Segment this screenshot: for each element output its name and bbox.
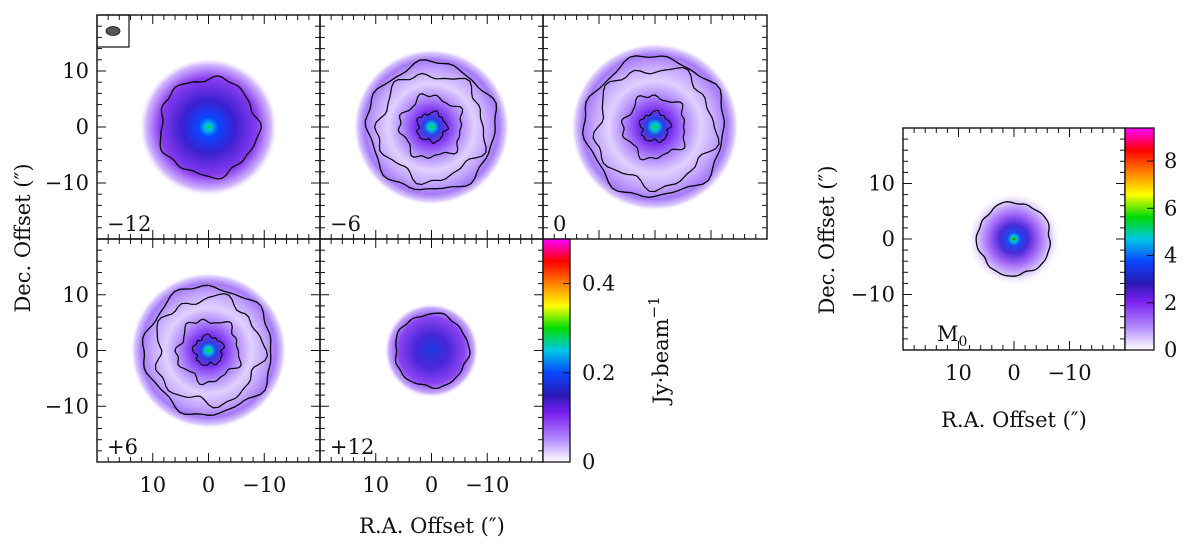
contour: [620, 94, 686, 161]
colorbar-tick-label: 0: [1164, 338, 1177, 362]
channel-panel: 10 0 −10 10 0 −10 M0: [851, 127, 1126, 385]
beam-box: [96, 14, 130, 48]
emission-map: [571, 43, 739, 211]
x-tick-label: 10: [362, 473, 389, 497]
y-tick-label: 0: [76, 115, 89, 139]
contour: [581, 55, 725, 199]
panel-label: −6: [330, 212, 361, 236]
channel-panel: −6: [319, 14, 544, 240]
contour: [394, 312, 471, 390]
colorbar-tick-label: 4: [1164, 244, 1177, 268]
y-tick-label: 10: [62, 59, 89, 83]
contour: [373, 72, 487, 186]
y-tick-label: 10: [62, 283, 89, 307]
y-axis-label: Dec. Offset (″): [11, 163, 35, 312]
y-tick-label: 10: [868, 172, 895, 196]
colorbar-label-sup: −1: [645, 296, 663, 318]
x-axis-label-m0: R.A. Offset (″): [941, 408, 1087, 432]
panel-label: +6: [107, 435, 138, 459]
contour: [397, 93, 464, 159]
panel-label: +12: [330, 435, 374, 459]
colorbar-tick-label: 0.4: [582, 272, 615, 296]
contour: [141, 284, 272, 416]
x-tick-label: 0: [202, 473, 215, 497]
emission-map: [138, 57, 279, 197]
x-tick-label: −10: [465, 473, 509, 497]
contour: [174, 318, 242, 386]
x-tick-label: 0: [1007, 361, 1020, 385]
contour: [592, 66, 720, 193]
emission-map: [130, 272, 287, 429]
x-tick-label: 10: [945, 361, 972, 385]
y-tick-label: −10: [45, 394, 89, 418]
panel-label-sub: 0: [959, 334, 968, 350]
channel-panel: 10 0 −10 +12: [319, 238, 544, 497]
panel-label: 0: [553, 212, 566, 236]
colorbar-tick-label: 8: [1164, 149, 1177, 173]
panel-label: −12: [107, 212, 151, 236]
colorbar-tick-label: 0: [582, 450, 595, 474]
x-tick-label: 0: [425, 473, 438, 497]
channel-panel: 10 0 −10 10 0 −10 +6: [45, 238, 321, 497]
contour: [638, 109, 673, 144]
contour: [154, 292, 269, 409]
beam-ellipse: [105, 26, 121, 36]
y-tick-label: 0: [76, 339, 89, 363]
emission-map: [384, 303, 479, 398]
x-tick-label: −10: [242, 473, 286, 497]
colorbar-tick-label: 2: [1164, 291, 1177, 315]
emission-map: [966, 191, 1062, 287]
channel-panel: 10 0 −10 −12: [45, 14, 321, 240]
emission-ring: [353, 48, 510, 206]
emission-ring: [130, 272, 287, 429]
emission-map: [353, 48, 510, 206]
x-tick-label: −10: [1047, 361, 1091, 385]
y-tick-label: −10: [45, 171, 89, 195]
contour: [416, 110, 450, 144]
contour: [159, 75, 263, 180]
colorbar-tick-label: 6: [1164, 196, 1177, 220]
panel-label: M0: [937, 322, 967, 350]
emission-core: [384, 303, 479, 398]
colorbar-m0: [1124, 127, 1155, 351]
contour: [191, 333, 225, 366]
y-tick-label: 0: [882, 227, 895, 251]
x-axis-label: R.A. Offset (″): [359, 514, 505, 538]
y-axis-label-m0: Dec. Offset (″): [815, 165, 839, 314]
colorbar: [542, 238, 571, 463]
contour: [364, 59, 498, 191]
x-tick-label: 10: [139, 473, 166, 497]
y-tick-label: −10: [851, 283, 895, 307]
colorbar-label: Jy·beam−1: [645, 296, 673, 405]
colorbar-tick-label: 0.2: [582, 361, 615, 385]
contour: [975, 201, 1051, 277]
channel-panel: 0: [542, 14, 768, 240]
emission-core: [966, 191, 1062, 287]
